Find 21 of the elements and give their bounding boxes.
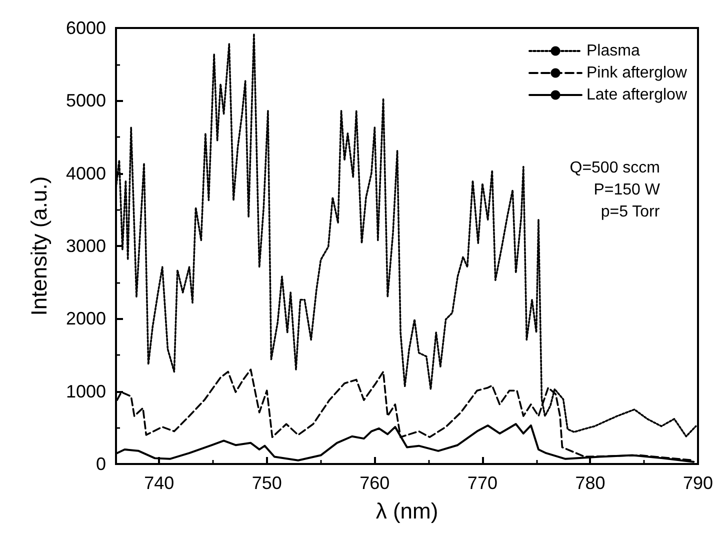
x-tick-label: 740 — [144, 473, 174, 493]
x-tick-label: 780 — [575, 473, 606, 493]
y-tick-label: 3000 — [66, 236, 106, 256]
y-tick-label: 0 — [96, 454, 106, 474]
y-tick-label: 6000 — [66, 18, 106, 38]
legend-label: Plasma — [586, 42, 640, 60]
x-tick-label: 750 — [252, 473, 282, 493]
y-tick-label: 4000 — [66, 163, 106, 184]
x-tick-label: 760 — [360, 473, 390, 493]
annotation: Q=500 sccm — [570, 160, 660, 176]
y-tick-label: 5000 — [66, 90, 106, 111]
annotation: P=150 W — [594, 182, 661, 198]
y-tick-label: 1000 — [66, 381, 106, 402]
legend-label: Pink afterglow — [586, 64, 688, 82]
legend-label: Late afterglow — [586, 86, 688, 104]
annotation: p=5 Torr — [600, 204, 660, 220]
x-axis-title: λ (nm) — [376, 498, 438, 524]
y-axis-title: Intensity (a.u.) — [26, 176, 52, 316]
x-tick-label: 790 — [682, 473, 714, 493]
x-tick-label: 770 — [467, 473, 498, 493]
y-tick-label: 2000 — [66, 308, 106, 329]
